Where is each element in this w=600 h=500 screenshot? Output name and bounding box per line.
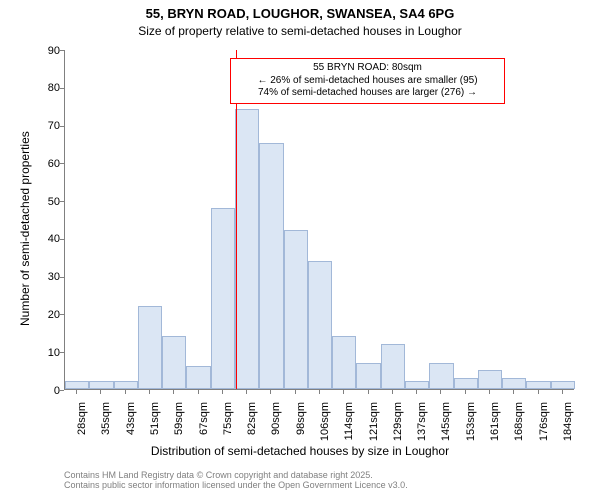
y-tick [60,352,64,353]
x-tick-label: 35sqm [100,402,112,482]
histogram-bar [551,381,575,389]
x-tick-label: 82sqm [246,402,258,482]
y-tick-label: 10 [32,347,60,359]
y-axis-label: Number of semi-detached properties [18,131,32,326]
x-tick-label: 90sqm [270,402,282,482]
x-tick [440,390,441,394]
footer-line-1: Contains HM Land Registry data © Crown c… [64,470,408,480]
x-tick [562,390,563,394]
x-tick-label: 51sqm [149,402,161,482]
x-tick-label: 98sqm [295,402,307,482]
x-tick [513,390,514,394]
x-tick [246,390,247,394]
x-tick-label: 43sqm [125,402,137,482]
y-tick-label: 0 [32,385,60,397]
annotation-line: 74% of semi-detached houses are larger (… [237,87,498,100]
x-tick-label: 114sqm [343,402,355,482]
x-tick [319,390,320,394]
x-tick-label: 106sqm [319,402,331,482]
x-tick-label: 153sqm [465,402,477,482]
histogram-bar [284,230,308,389]
x-tick-label: 145sqm [440,402,452,482]
annotation-line: 55 BRYN ROAD: 80sqm [237,62,498,75]
footer-line-2: Contains public sector information licen… [64,480,408,490]
histogram-bar [526,381,550,389]
x-tick-label: 28sqm [76,402,88,482]
x-tick [295,390,296,394]
x-tick [392,390,393,394]
histogram-bar [356,363,380,389]
y-tick [60,88,64,89]
x-tick [198,390,199,394]
y-tick-label: 80 [32,82,60,94]
histogram-bar [502,378,526,389]
x-tick-label: 129sqm [392,402,404,482]
x-tick-label: 161sqm [489,402,501,482]
y-tick-label: 90 [32,45,60,57]
x-tick [125,390,126,394]
x-tick [76,390,77,394]
y-tick-label: 40 [32,233,60,245]
x-tick-label: 137sqm [416,402,428,482]
chart-container: { "chart": { "type": "histogram", "title… [0,0,600,500]
annotation-box: 55 BRYN ROAD: 80sqm← 26% of semi-detache… [230,58,505,104]
histogram-bar [259,143,283,389]
histogram-bar [381,344,405,389]
x-tick [270,390,271,394]
y-tick-label: 70 [32,120,60,132]
y-tick-label: 20 [32,309,60,321]
histogram-bar [114,381,138,389]
y-tick [60,201,64,202]
x-tick [222,390,223,394]
x-tick-label: 59sqm [173,402,185,482]
histogram-bar [235,109,259,389]
x-tick [538,390,539,394]
x-tick-label: 67sqm [198,402,210,482]
y-tick [60,126,64,127]
chart-footer: Contains HM Land Registry data © Crown c… [64,470,408,491]
x-tick-label: 75sqm [222,402,234,482]
x-tick [173,390,174,394]
x-tick [465,390,466,394]
y-tick [60,277,64,278]
x-tick [368,390,369,394]
histogram-bar [211,208,235,389]
chart-title: 55, BRYN ROAD, LOUGHOR, SWANSEA, SA4 6PG [0,6,600,21]
y-tick [60,239,64,240]
y-tick-label: 50 [32,196,60,208]
histogram-bar [162,336,186,389]
y-tick [60,390,64,391]
x-tick [489,390,490,394]
histogram-bar [478,370,502,389]
x-tick-label: 184sqm [562,402,574,482]
histogram-bar [429,363,453,389]
y-tick [60,163,64,164]
histogram-bar [308,261,332,389]
histogram-bar [65,381,89,389]
annotation-line: ← 26% of semi-detached houses are smalle… [237,75,498,88]
x-tick [343,390,344,394]
x-tick-label: 121sqm [368,402,380,482]
x-tick [416,390,417,394]
histogram-bar [405,381,429,389]
y-tick [60,314,64,315]
x-tick [100,390,101,394]
chart-subtitle: Size of property relative to semi-detach… [0,24,600,38]
histogram-bar [138,306,162,389]
histogram-bar [454,378,478,389]
x-tick [149,390,150,394]
histogram-bar [89,381,113,389]
y-tick-label: 60 [32,158,60,170]
y-tick-label: 30 [32,271,60,283]
x-tick-label: 168sqm [513,402,525,482]
x-tick-label: 176sqm [538,402,550,482]
y-tick [60,50,64,51]
histogram-bar [186,366,210,389]
histogram-bar [332,336,356,389]
